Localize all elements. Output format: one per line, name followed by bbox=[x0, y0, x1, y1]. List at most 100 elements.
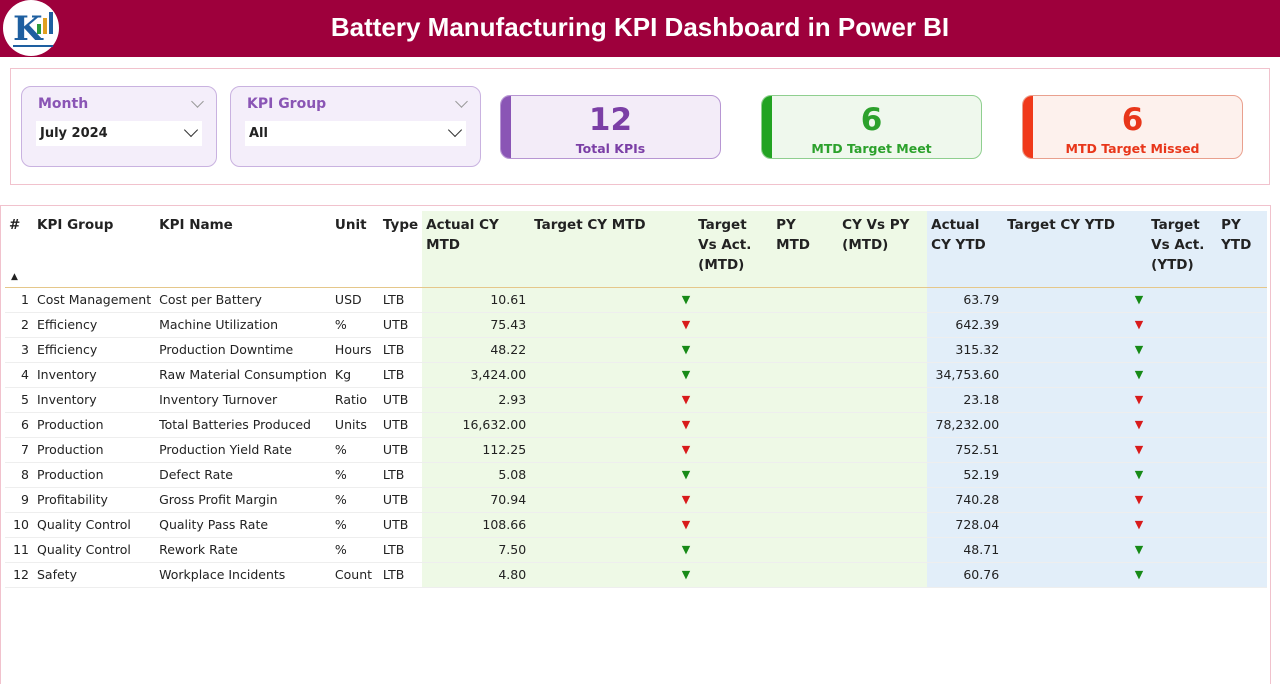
column-header[interactable]: PY YTD bbox=[1217, 211, 1268, 288]
empty-cell bbox=[772, 562, 839, 588]
status-arrow: ▼ bbox=[1003, 362, 1148, 388]
dropdown-arrow bbox=[447, 122, 463, 138]
table-cell: 112.25 bbox=[422, 437, 531, 463]
empty-cell bbox=[1147, 512, 1218, 538]
dropdown-arrow bbox=[183, 122, 199, 138]
table-cell: 10 bbox=[5, 512, 33, 538]
table-cell: Efficiency bbox=[33, 337, 156, 363]
table-cell: 108.66 bbox=[422, 512, 531, 538]
sort-indicator: ▲ bbox=[11, 272, 18, 282]
status-arrow: ▼ bbox=[1003, 562, 1148, 588]
column-header[interactable]: KPI Name bbox=[155, 211, 331, 288]
status-arrow: ▼ bbox=[1003, 487, 1148, 513]
empty-cell bbox=[838, 287, 928, 313]
empty-cell bbox=[1147, 537, 1218, 563]
table-cell: 315.32 bbox=[927, 337, 1004, 363]
table-row[interactable]: 5 Inventory Inventory Turnover Ratio UTB 2.93… bbox=[5, 387, 1268, 413]
filter-panel: Month July 2024 KPI Group All 12 Total KPIs 6 M… bbox=[10, 68, 1270, 185]
table-cell: Inventory Turnover bbox=[155, 387, 331, 413]
status-arrow: ▼ bbox=[1003, 337, 1148, 363]
empty-cell bbox=[838, 387, 928, 413]
table-cell: Cost per Battery bbox=[155, 287, 331, 313]
column-header[interactable]: CY Vs PY (MTD) bbox=[838, 211, 928, 288]
table-cell: LTB bbox=[378, 337, 423, 363]
table-row[interactable]: 7 Production Production Yield Rate% UTB 112.… bbox=[5, 437, 1268, 463]
table-cell: 752.51 bbox=[927, 437, 1004, 463]
column-header[interactable]: Target CY YTD bbox=[1003, 211, 1148, 288]
status-arrow: ▼ bbox=[1003, 312, 1148, 338]
empty-cell bbox=[838, 512, 928, 538]
dropdown[interactable]: July 2024 bbox=[36, 121, 202, 146]
table-cell: Cost Management bbox=[33, 287, 156, 313]
table-row[interactable]: 6 Production Total Batteries Produced Units… bbox=[5, 412, 1268, 438]
card-accent bbox=[501, 96, 511, 158]
card-accent bbox=[762, 96, 772, 158]
table-row[interactable]: 1 Cost Management Cost per Battery USD LTB 10… bbox=[5, 287, 1268, 313]
table-cell: 16,632.00 bbox=[422, 412, 531, 438]
status-arrow: ▼ bbox=[1003, 287, 1148, 313]
status-arrow: ▼ bbox=[1003, 412, 1148, 438]
column-header[interactable]: Actual CY MTD bbox=[422, 211, 531, 288]
table-cell: 63.79 bbox=[927, 287, 1004, 313]
table-cell: LTB bbox=[378, 537, 423, 563]
table-cell: Ratio bbox=[330, 387, 379, 413]
table-cell: LTB bbox=[378, 362, 423, 388]
empty-cell bbox=[772, 537, 839, 563]
status-arrow: ▼ bbox=[530, 412, 695, 438]
table-row[interactable]: 8 Production Defect Rate% LTB 5.08 ▼ 52.19 ▼ bbox=[5, 462, 1268, 488]
empty-cell bbox=[838, 362, 928, 388]
status-arrow: ▼ bbox=[530, 562, 695, 588]
dropdown[interactable]: All bbox=[245, 121, 466, 146]
empty-cell bbox=[838, 537, 928, 563]
card-value: 6 bbox=[1121, 102, 1144, 138]
table-cell: 7.50 bbox=[422, 537, 531, 563]
column-header[interactable]: # ▲ bbox=[5, 211, 33, 288]
empty-cell bbox=[694, 562, 773, 588]
column-header[interactable]: Type bbox=[378, 211, 423, 288]
table-row[interactable]: 11 Quality Control Rework Rate% LTB 7.50 ▼ 48.… bbox=[5, 537, 1268, 563]
table-row[interactable]: 12 Safety Workplace Incidents Count LTB 4.80 ▼… bbox=[5, 562, 1268, 588]
table-row[interactable]: 10 Quality Control Quality Pass Rate% UTB 10… bbox=[5, 512, 1268, 538]
card-label: MTD Target Missed bbox=[1065, 141, 1200, 156]
empty-cell bbox=[772, 437, 839, 463]
slicer[interactable]: KPI Group All bbox=[230, 86, 481, 167]
empty-cell bbox=[838, 312, 928, 338]
header: K Battery Manufacturing KPI Dashboard in… bbox=[0, 0, 1280, 57]
table-cell: Efficiency bbox=[33, 312, 156, 338]
table-row[interactable]: 9 Profitability Gross Profit Margin% UTB 70.… bbox=[5, 487, 1268, 513]
table-panel: # ▲ KPI Group KPI Name Unit Type Actual CY MTD… bbox=[0, 205, 1271, 684]
column-header[interactable]: PY MTD bbox=[772, 211, 839, 288]
empty-cell bbox=[772, 487, 839, 513]
table-cell: 7 bbox=[5, 437, 33, 463]
column-header[interactable]: Target CY MTD bbox=[530, 211, 695, 288]
table-row[interactable]: 2 Efficiency Machine Utilization% UTB 75.43 ▼… bbox=[5, 312, 1268, 338]
table-cell: 12 bbox=[5, 562, 33, 588]
card-label: MTD Target Meet bbox=[811, 141, 932, 156]
table-cell: 4.80 bbox=[422, 562, 531, 588]
table-cell: Production Yield Rate bbox=[155, 437, 331, 463]
empty-cell bbox=[772, 462, 839, 488]
empty-cell bbox=[1217, 412, 1268, 438]
status-arrow: ▼ bbox=[530, 462, 695, 488]
empty-cell bbox=[694, 487, 773, 513]
table-cell: Gross Profit Margin bbox=[155, 487, 331, 513]
column-header[interactable]: Actual CY YTD bbox=[927, 211, 1004, 288]
chevron bbox=[455, 95, 468, 108]
table-cell: UTB bbox=[378, 512, 423, 538]
table-row[interactable]: 3 Efficiency Production Downtime Hours LTB 48… bbox=[5, 337, 1268, 363]
table-cell: 2 bbox=[5, 312, 33, 338]
empty-cell bbox=[838, 487, 928, 513]
status-arrow: ▼ bbox=[530, 537, 695, 563]
table-cell: LTB bbox=[378, 462, 423, 488]
table-cell: 9 bbox=[5, 487, 33, 513]
column-header[interactable]: Target Vs Act. (YTD) bbox=[1147, 211, 1218, 288]
table-cell: 11 bbox=[5, 537, 33, 563]
table-cell: 4 bbox=[5, 362, 33, 388]
status-arrow: ▼ bbox=[530, 337, 695, 363]
column-header[interactable]: Unit bbox=[330, 211, 379, 288]
column-header[interactable]: KPI Group bbox=[33, 211, 156, 288]
table-row[interactable]: 4 Inventory Raw Material Consumption Kg LTB 3… bbox=[5, 362, 1268, 388]
slicer[interactable]: Month July 2024 bbox=[21, 86, 217, 167]
column-header[interactable]: Target Vs Act. (MTD) bbox=[694, 211, 773, 288]
